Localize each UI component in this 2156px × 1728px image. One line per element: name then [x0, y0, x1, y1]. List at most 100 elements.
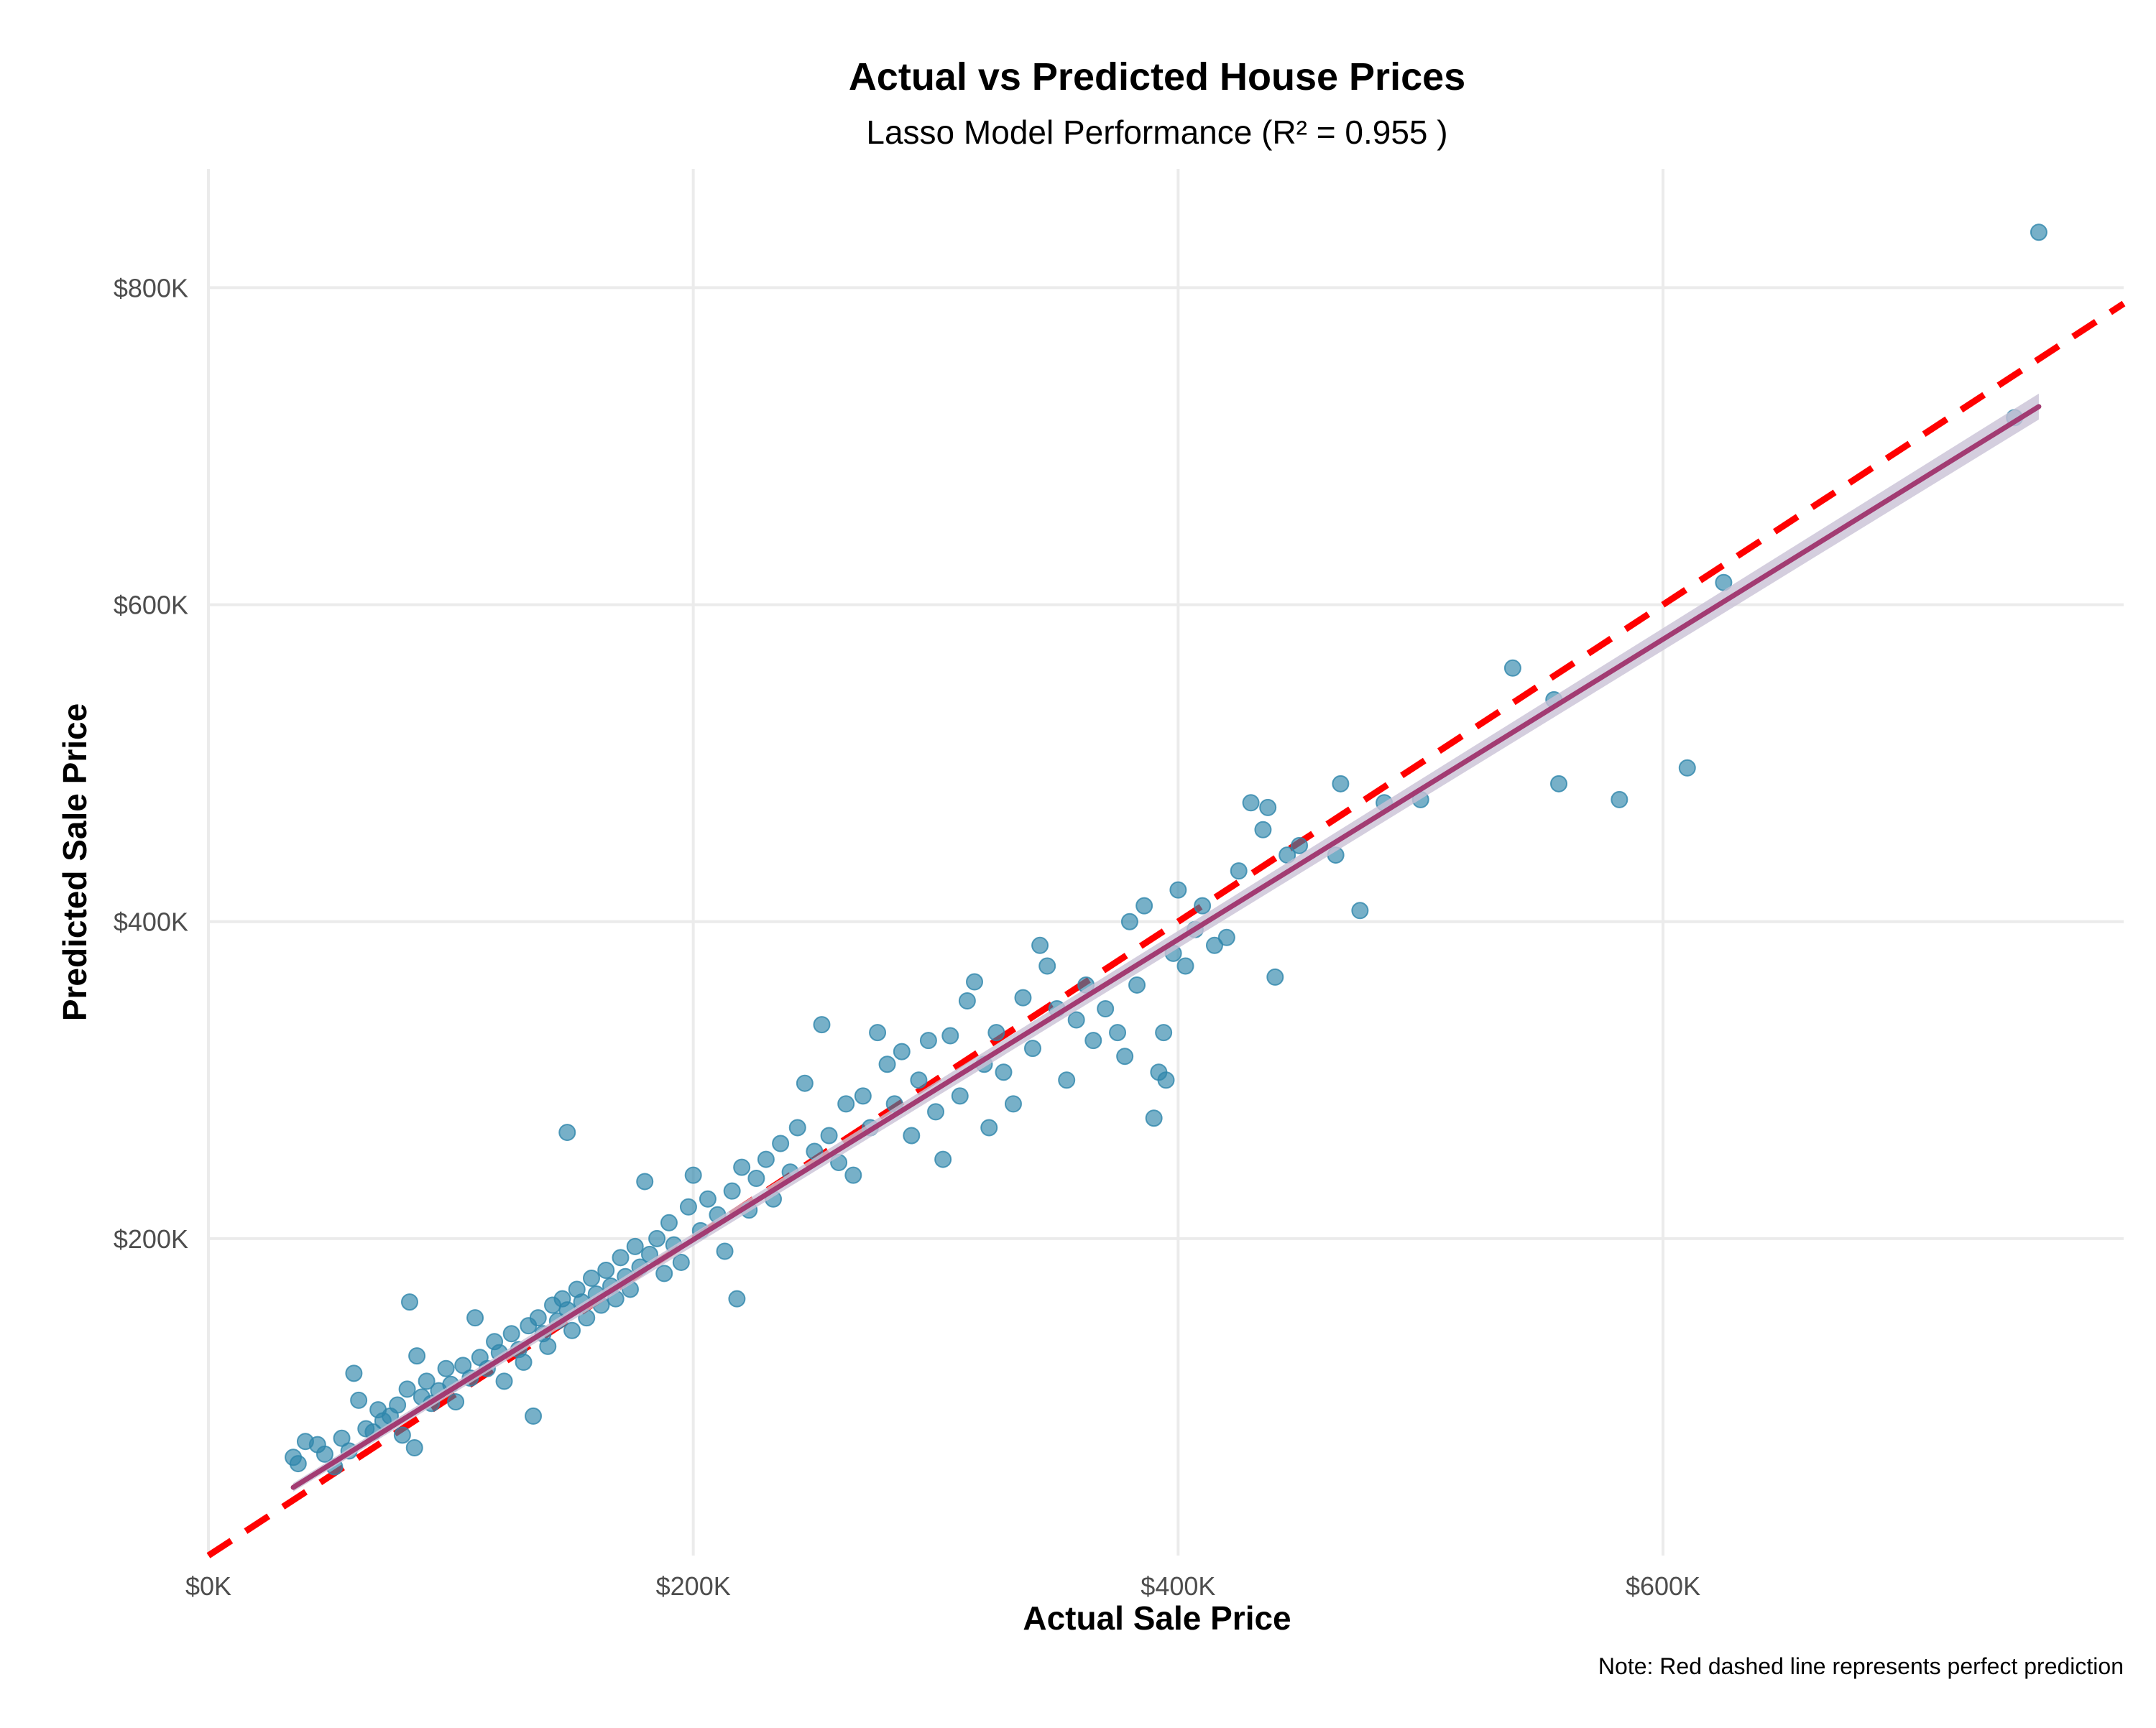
- data-point: [893, 1043, 911, 1061]
- data-point: [1217, 928, 1235, 946]
- data-point: [563, 1321, 581, 1339]
- y-tick-label: $800K: [114, 273, 188, 302]
- data-point: [660, 1214, 678, 1232]
- y-axis-title: Predicted Sale Price: [56, 703, 93, 1021]
- data-point: [1169, 881, 1187, 899]
- data-point: [1058, 1071, 1076, 1089]
- data-point: [1145, 1109, 1163, 1127]
- data-point: [408, 1347, 426, 1365]
- data-point: [1503, 659, 1521, 677]
- fit-line: [290, 404, 2042, 1490]
- data-point: [934, 1150, 952, 1168]
- data-point: [612, 1249, 630, 1267]
- data-point: [699, 1190, 717, 1208]
- data-point: [345, 1364, 363, 1382]
- data-point: [1549, 775, 1567, 793]
- data-point: [1004, 1095, 1022, 1113]
- data-point: [903, 1127, 921, 1145]
- data-point: [437, 1359, 455, 1377]
- data-point: [1128, 976, 1146, 994]
- x-tick-label: $600K: [1626, 1571, 1700, 1601]
- x-tick-label: $0K: [185, 1571, 231, 1601]
- data-points: [285, 223, 2047, 1476]
- y-tick-label: $400K: [114, 907, 188, 937]
- data-point: [854, 1087, 872, 1105]
- data-point: [350, 1391, 368, 1409]
- data-point: [289, 1455, 307, 1473]
- data-point: [1031, 936, 1049, 954]
- data-point: [529, 1309, 547, 1327]
- data-point: [1291, 836, 1309, 854]
- y-tick-label: $600K: [114, 591, 188, 620]
- data-point: [672, 1253, 690, 1271]
- data-point: [447, 1393, 465, 1411]
- data-point: [1205, 936, 1223, 954]
- data-point: [1116, 1048, 1134, 1066]
- tick-labels: $0K $200K $400K $600K $200K $400K $600K $800K: [114, 273, 1700, 1601]
- data-point: [796, 1074, 814, 1092]
- data-point: [844, 1166, 862, 1184]
- data-point: [515, 1353, 533, 1371]
- data-point: [626, 1237, 644, 1255]
- data-point: [648, 1229, 666, 1247]
- data-point: [837, 1095, 855, 1113]
- data-point: [966, 973, 983, 991]
- data-point: [1157, 1071, 1175, 1089]
- data-point: [636, 1173, 654, 1191]
- data-point: [987, 1024, 1005, 1042]
- data-point: [941, 1027, 959, 1045]
- data-point: [466, 1309, 484, 1327]
- data-point: [1351, 902, 1369, 920]
- data-point: [788, 1119, 806, 1137]
- data-point: [1014, 989, 1032, 1007]
- data-point: [1254, 821, 1272, 838]
- data-point: [1067, 1011, 1085, 1029]
- data-point: [333, 1429, 351, 1447]
- x-tick-label: $200K: [656, 1571, 731, 1601]
- data-point: [878, 1055, 896, 1073]
- data-point: [495, 1372, 513, 1390]
- data-point: [1120, 912, 1138, 930]
- data-point: [747, 1170, 765, 1188]
- data-point: [1084, 1032, 1102, 1050]
- grid-lines: [207, 169, 2124, 1556]
- data-point: [1109, 1024, 1127, 1042]
- data-point: [597, 1261, 615, 1279]
- data-point: [1242, 794, 1260, 812]
- data-point: [684, 1166, 702, 1184]
- data-point: [919, 1032, 937, 1050]
- data-point: [393, 1426, 411, 1444]
- data-point: [539, 1337, 557, 1355]
- chart-subtitle: Lasso Model Performance (R² = 0.955 ): [866, 114, 1447, 151]
- data-point: [772, 1135, 790, 1152]
- data-point: [1155, 1024, 1173, 1042]
- data-point: [1230, 862, 1248, 880]
- data-point: [980, 1119, 998, 1137]
- data-point: [820, 1127, 838, 1145]
- data-point: [716, 1242, 734, 1260]
- data-point: [813, 1016, 831, 1034]
- chart-title: Actual vs Predicted House Prices: [849, 55, 1465, 98]
- data-point: [951, 1087, 969, 1105]
- data-point: [1135, 897, 1153, 915]
- data-point: [1266, 968, 1284, 986]
- fit-line-group: [290, 393, 2042, 1492]
- data-point: [958, 992, 976, 1009]
- data-point: [454, 1357, 472, 1374]
- data-point: [1176, 957, 1194, 975]
- data-point: [869, 1024, 887, 1042]
- data-point: [1611, 790, 1628, 808]
- data-point: [405, 1439, 423, 1457]
- x-tick-label: $400K: [1141, 1571, 1215, 1601]
- data-point: [927, 1103, 945, 1121]
- x-axis-title: Actual Sale Price: [1023, 1599, 1291, 1637]
- y-tick-label: $200K: [114, 1224, 188, 1254]
- data-point: [418, 1372, 436, 1390]
- data-point: [398, 1380, 416, 1398]
- data-point: [728, 1290, 746, 1308]
- data-point: [389, 1396, 407, 1414]
- data-point: [400, 1293, 418, 1311]
- data-point: [995, 1063, 1013, 1081]
